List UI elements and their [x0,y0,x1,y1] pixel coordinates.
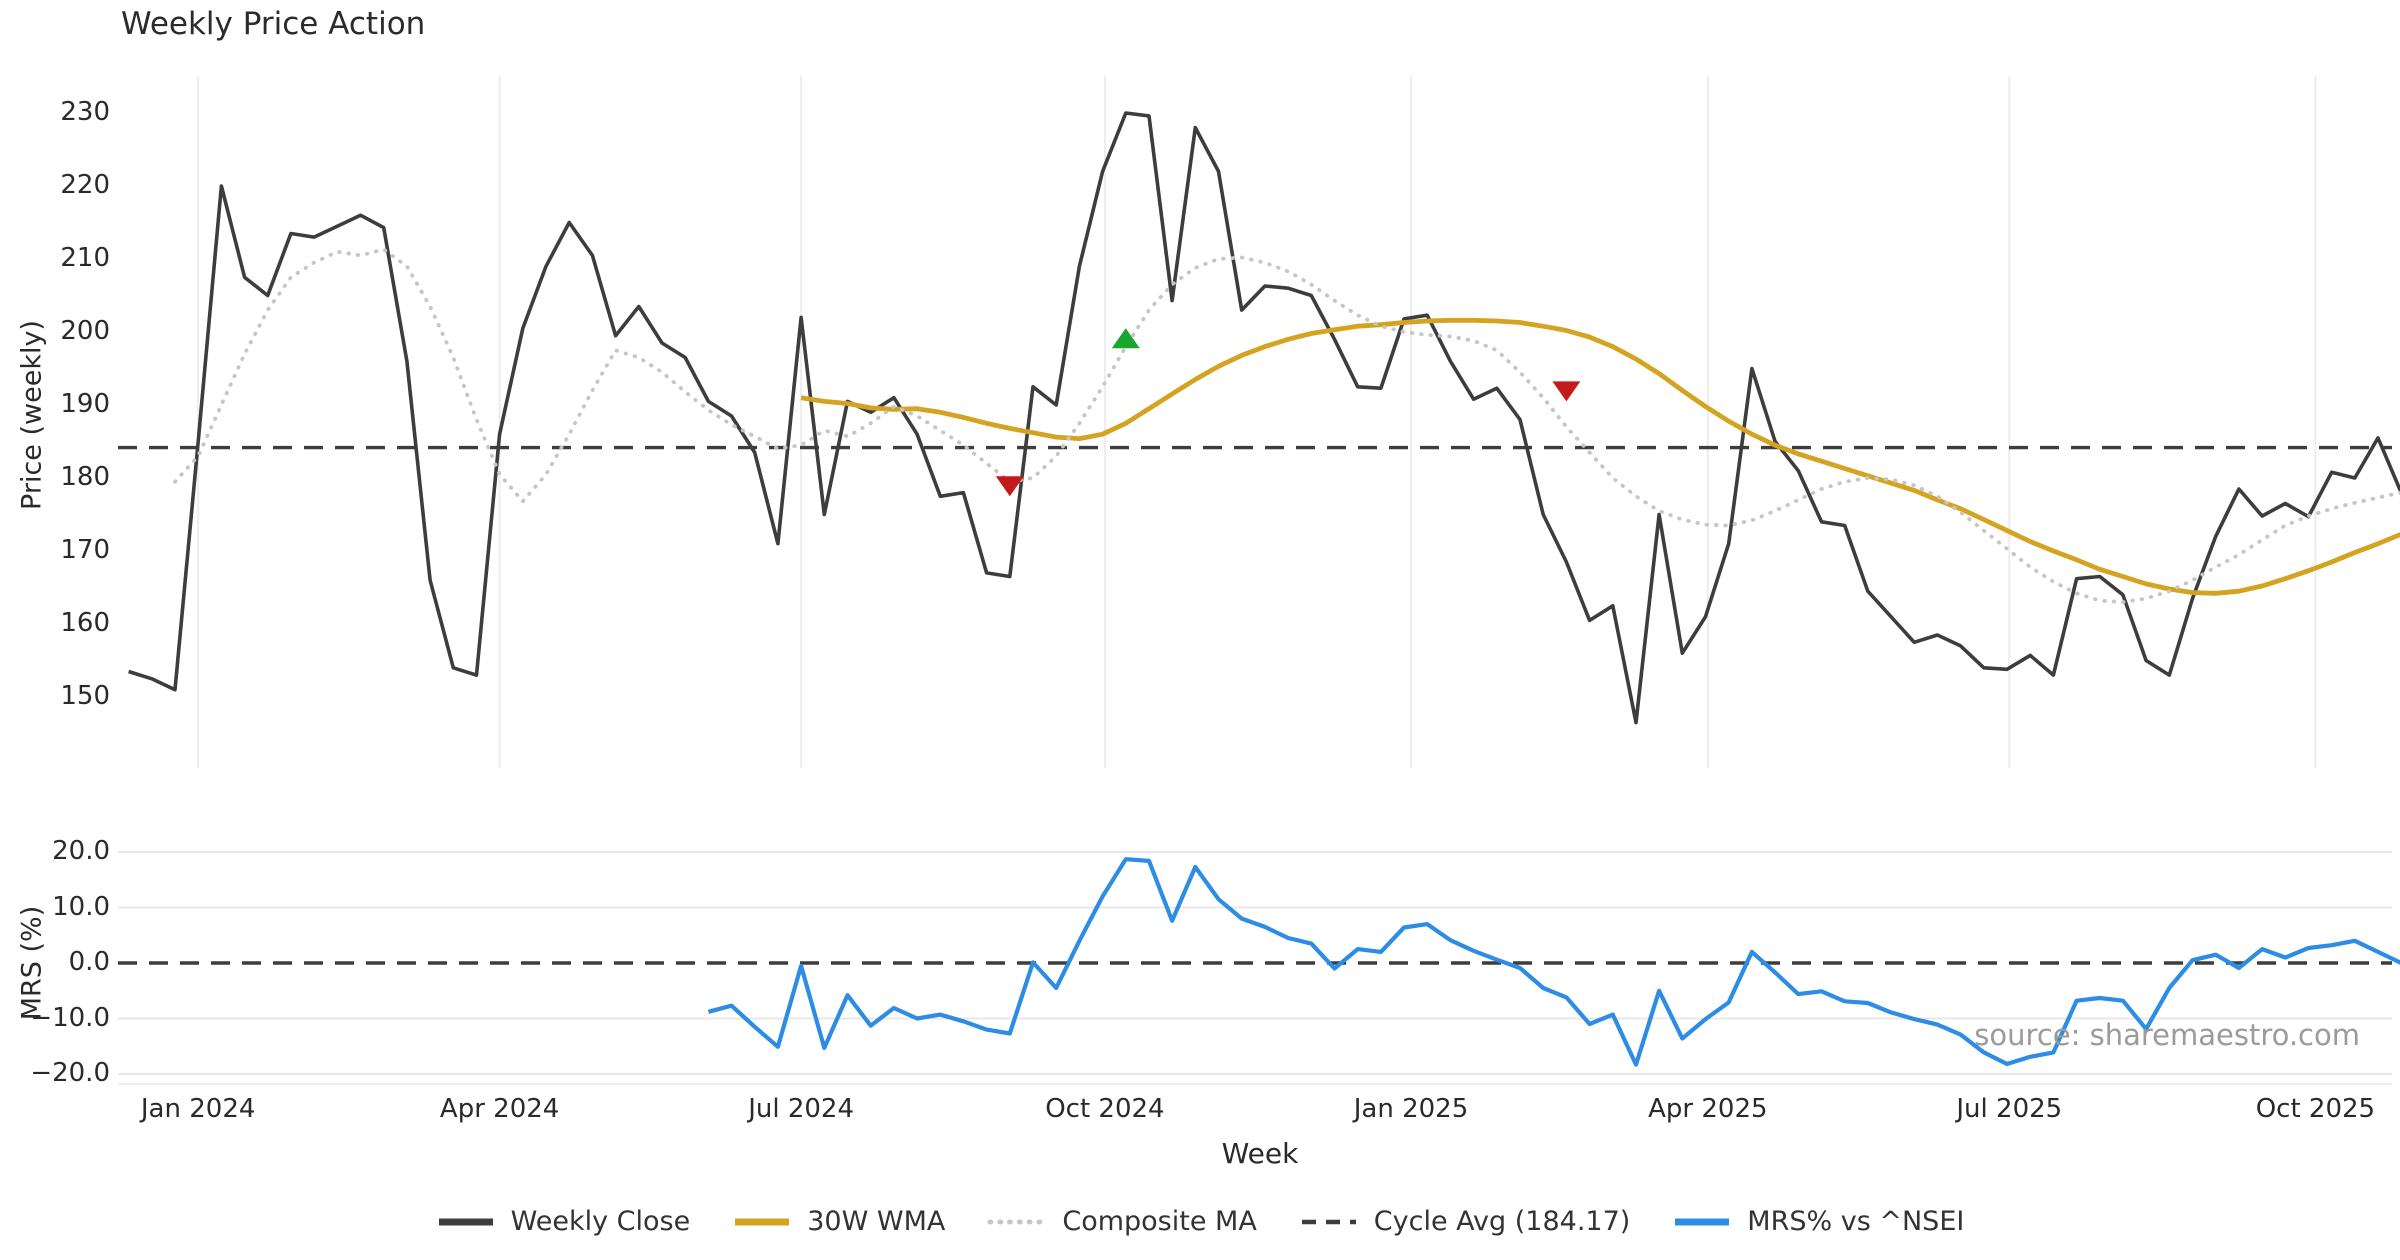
x-tick-label: Apr 2024 [439,1094,560,1124]
x-tick-label: Apr 2025 [1648,1094,1768,1124]
watermark: source: sharemaestro.com [1974,1018,2360,1052]
dashed-line-icon [1301,1219,1356,1224]
series-composite-ma [173,247,2400,604]
price-tick-label: 180 [60,462,110,492]
weekly-close-line-icon [438,1218,493,1225]
price-tick-label: 160 [60,608,110,638]
x-tick-label: Oct 2024 [1045,1094,1165,1124]
legend-label: MRS% vs ^NSEI [1747,1206,1965,1237]
legend-item-mrs: MRS% vs ^NSEI [1672,1206,1964,1237]
wma-line-icon [735,1218,790,1225]
buy-signal-marker-icon [1111,328,1140,349]
legend-item-30w-wma: 30W WMA [732,1206,945,1237]
mrs-tick-label: −20.0 [30,1058,110,1088]
price-tick-label: 150 [60,681,110,711]
legend-label: 30W WMA [807,1206,946,1237]
x-tick-label: Oct 2025 [2255,1094,2376,1124]
legend-item-weekly-close: Weekly Close [436,1206,691,1237]
dotted-line-icon [987,1219,1047,1224]
series-mrs-vs-nsei [707,857,2400,1067]
x-tick-label: Jan 2025 [1353,1094,1469,1124]
legend-item-composite-ma: Composite MA [987,1206,1257,1237]
mrs-tick-label: −10.0 [30,1002,110,1033]
sell-signal-marker-icon [1552,381,1581,402]
price-tick-label: 220 [60,170,110,200]
legend-label: Weekly Close [510,1206,691,1237]
price-tick-label: 200 [60,316,110,346]
sell-signal-marker-icon [995,476,1024,497]
legend-label: Cycle Avg (184.17) [1373,1206,1631,1237]
price-tick-label: 170 [60,535,110,565]
mrs-line-icon [1675,1218,1730,1225]
mrs-tick-label: 0.0 [68,947,110,977]
legend: Weekly Close 30W WMA Composite MA Cycle … [0,1206,2400,1237]
legend-item-cycle-avg: Cycle Avg (184.17) [1299,1206,1631,1237]
mrs-tick-label: 20.0 [52,836,110,866]
x-tick-label: Jul 2025 [1956,1094,2063,1124]
chart-title: Weekly Price Action [121,6,426,42]
x-tick-label: Jan 2024 [140,1094,256,1124]
series-weekly-close [128,111,2400,725]
x-axis-label: Week [1221,1137,1299,1170]
price-tick-label: 210 [60,243,110,273]
mrs-tick-label: 10.0 [52,891,110,922]
price-tick-label: 230 [60,97,110,127]
x-tick-label: Jul 2024 [748,1094,855,1124]
price-tick-label: 190 [60,389,110,419]
series-30w-wma [800,317,2400,596]
legend-label: Composite MA [1062,1206,1257,1237]
